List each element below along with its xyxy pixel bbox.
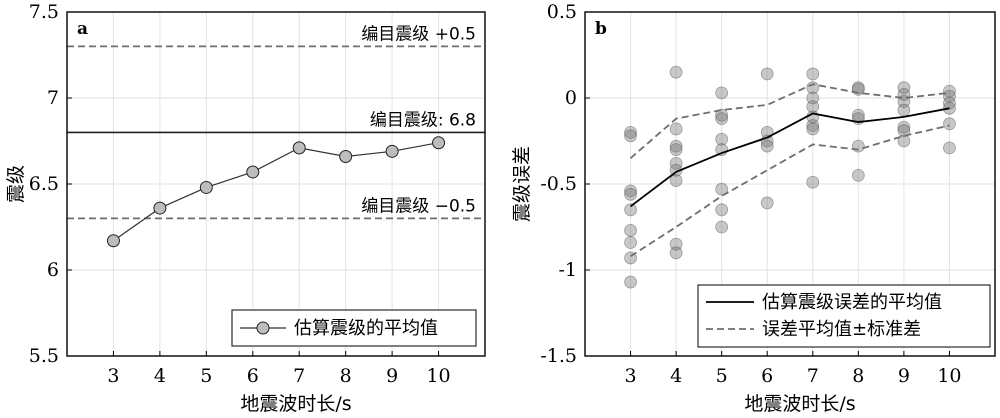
panel-label: a [77, 19, 88, 39]
scatter-point [669, 143, 683, 157]
scatter-point [760, 196, 774, 210]
series-line-upper-std [629, 83, 950, 159]
scatter-point [715, 86, 729, 100]
x-tick-label: 5 [716, 365, 728, 387]
data-point [292, 141, 306, 155]
y-tick-label: 6 [47, 259, 59, 281]
scatter-point [943, 141, 956, 155]
scatter-point [669, 122, 683, 136]
scatter-point [624, 187, 637, 201]
scatter-point [897, 120, 911, 134]
scatter-point [715, 220, 729, 234]
scatter-point [669, 246, 683, 260]
scatter-point [624, 184, 637, 198]
reference-line-label: 编目震级: 6.8 [370, 110, 476, 130]
legend-label-mean: 估算震级误差的平均值 [762, 292, 942, 313]
y-tick-label: -1.5 [540, 345, 577, 367]
scatter-point [624, 236, 637, 249]
scatter-point [897, 134, 911, 148]
y-axis-title: 震级 [5, 165, 27, 203]
series-line-lower-std [630, 124, 950, 257]
scatter-point [669, 65, 683, 79]
scatter-point [943, 117, 956, 131]
scatter-point [624, 125, 637, 139]
data-point [106, 234, 120, 248]
y-tick-label: 5.5 [29, 345, 59, 367]
scatter-point [806, 175, 820, 189]
y-tick-label: 0 [565, 87, 577, 109]
scatter-point [806, 119, 820, 132]
x-tick-label: 10 [426, 365, 450, 387]
panel-label: b [595, 19, 607, 39]
y-tick-label: -1 [558, 259, 577, 281]
legend-label-std: 误差平均值±标准差 [762, 319, 921, 340]
scatter-point [715, 108, 729, 122]
scatter-point [897, 124, 911, 138]
x-tick-label: 8 [340, 365, 352, 387]
x-tick-label: 5 [200, 365, 212, 387]
scatter-point [943, 84, 956, 98]
x-tick-label: 6 [761, 365, 773, 387]
scatter-point [669, 139, 683, 153]
scatter-point [806, 122, 820, 136]
series-line-mean [630, 107, 950, 208]
y-tick-label: 6.5 [29, 173, 59, 195]
data-point [432, 136, 446, 150]
y-tick-label: 7 [47, 87, 59, 109]
data-point [153, 201, 167, 215]
x-tick-label: 9 [386, 365, 398, 387]
reference-line-label: 编目震级 +0.5 [361, 24, 476, 44]
scatter-point [806, 67, 820, 81]
chart-panel-a: 编目震级 +0.5 编目震级: 6.8 编目震级 −0.5 3 4 5 6 7 8 9 10 5.5 6… [5, 1, 486, 415]
scatter-point [715, 112, 729, 126]
scatter-point [624, 203, 637, 217]
x-tick-label: 7 [293, 365, 305, 387]
scatter-point [624, 275, 637, 289]
scatter-point [624, 129, 637, 143]
legend-label: 估算震级的平均值 [294, 318, 438, 339]
x-tick-label: 7 [807, 365, 819, 387]
scatter-point [715, 132, 729, 146]
y-tick-label: -0.5 [540, 173, 577, 195]
data-point [246, 165, 260, 179]
x-axis-title: 地震波时长/s [744, 393, 855, 415]
scatter-point [897, 103, 911, 117]
scatter-point [715, 203, 729, 217]
scatter-point [897, 81, 911, 95]
scatter-point [806, 91, 820, 105]
scatter-point [624, 224, 637, 237]
legend-marker [256, 321, 270, 335]
data-point [385, 144, 399, 158]
scatter-point [851, 81, 865, 95]
data-point [199, 180, 213, 194]
x-tick-label: 3 [625, 365, 637, 387]
scatter-point [715, 182, 729, 196]
x-axis-title: 地震波时长/s [240, 393, 351, 415]
scatter-point [669, 174, 683, 187]
scatter-point [760, 67, 774, 81]
x-tick-label: 3 [107, 365, 119, 387]
x-tick-label: 4 [154, 365, 166, 387]
chart-panel-b: 3 4 5 6 7 8 9 10 -1.5 -1 -0.5 0 0.5 b 地震波时长/s 震级误差估算震级误… [511, 1, 996, 415]
y-axis-title: 震级误差 [511, 146, 533, 222]
scatter-point [943, 89, 956, 103]
series-line [113, 142, 439, 242]
reference-line-label: 编目震级 −0.5 [361, 196, 476, 216]
scatter-point [669, 237, 683, 251]
y-tick-label: 0.5 [547, 1, 577, 23]
x-tick-label: 10 [937, 365, 961, 387]
y-tick-label: 7.5 [29, 1, 59, 23]
scatter-point [760, 139, 774, 153]
legend-box [697, 284, 991, 348]
x-tick-label: 8 [852, 365, 864, 387]
x-tick-label: 4 [670, 365, 682, 387]
scatter-point [669, 156, 683, 170]
data-point [339, 149, 353, 163]
scatter-point [851, 168, 865, 182]
x-tick-label: 6 [247, 365, 259, 387]
x-tick-label: 9 [898, 365, 910, 387]
